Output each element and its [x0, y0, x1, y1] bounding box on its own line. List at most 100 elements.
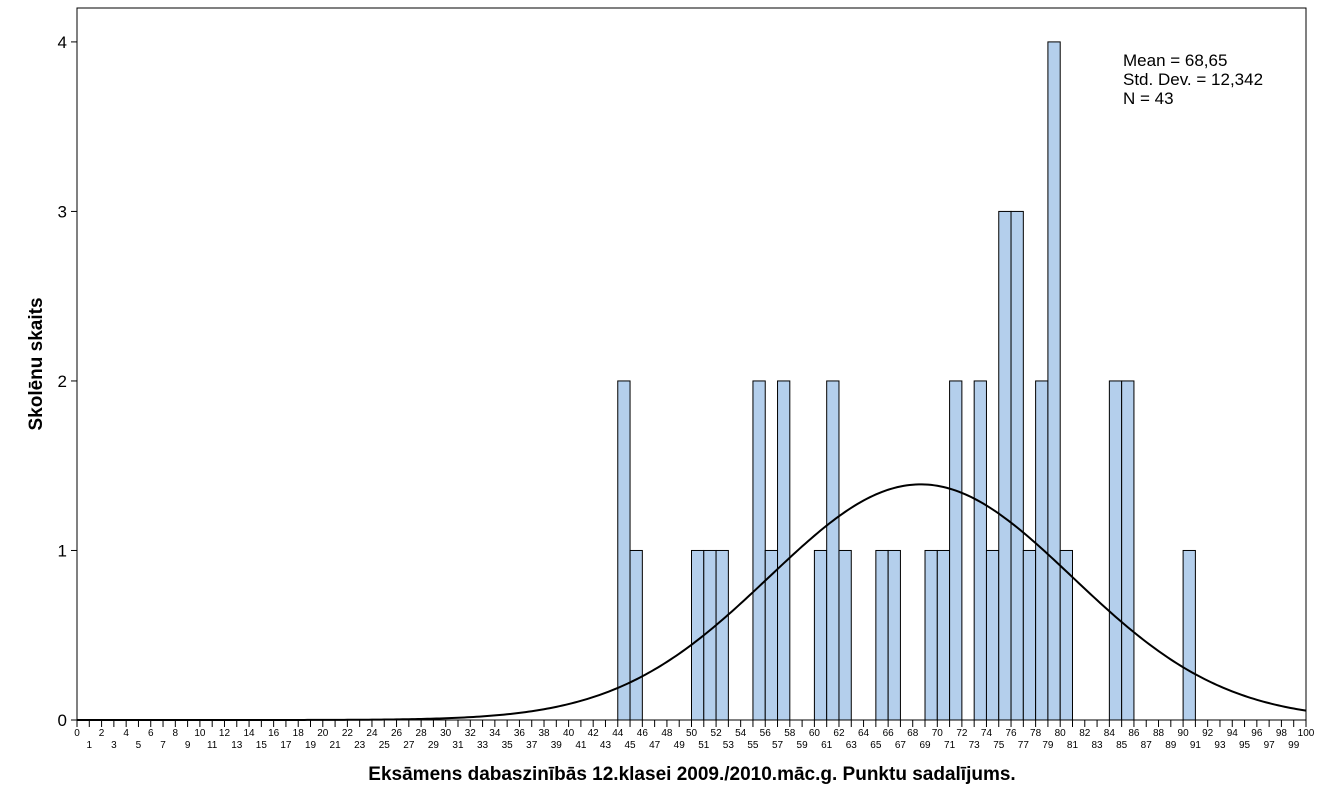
- x-tick-label: 53: [723, 740, 735, 751]
- x-tick-label: 7: [160, 740, 166, 751]
- x-tick-label: 31: [452, 740, 464, 751]
- x-tick-label: 85: [1116, 740, 1128, 751]
- histogram-bar: [875, 549, 889, 721]
- x-tick-label: 2: [99, 728, 105, 739]
- x-tick-label: 81: [1067, 740, 1079, 751]
- x-tick-label: 22: [342, 728, 354, 739]
- x-tick-label: 25: [379, 740, 391, 751]
- x-tick-label: 9: [185, 740, 191, 751]
- x-tick-label: 37: [526, 740, 538, 751]
- histogram-bar: [1108, 380, 1123, 721]
- x-tick-label: 45: [624, 740, 636, 751]
- x-tick-label: 87: [1141, 740, 1153, 751]
- x-tick-label: 40: [563, 728, 575, 739]
- histogram-bar: [1047, 41, 1061, 721]
- histogram-bar: [1022, 549, 1037, 721]
- x-tick-label: 11: [207, 740, 218, 751]
- x-tick-label: 62: [833, 728, 845, 739]
- histogram-bar: [1035, 380, 1049, 721]
- x-tick-label: 61: [821, 740, 833, 751]
- x-tick-label: 1: [87, 740, 93, 751]
- x-tick-label: 76: [1005, 728, 1017, 739]
- x-tick-label: 13: [231, 740, 243, 751]
- x-tick-label: 93: [1214, 740, 1226, 751]
- x-tick-label: 95: [1239, 740, 1251, 751]
- histogram-bar: [703, 549, 717, 721]
- histogram-bar: [813, 549, 828, 721]
- x-tick-label: 50: [686, 728, 698, 739]
- x-axis-title: Eksāmens dabaszinībās 12.klasei 2009./20…: [368, 764, 1015, 785]
- x-tick-label: 68: [907, 728, 919, 739]
- normal-curve: [77, 483, 1307, 721]
- x-tick-label: 15: [256, 740, 268, 751]
- y-tick-label: 2: [58, 372, 67, 391]
- x-tick-label: 69: [919, 740, 931, 751]
- x-tick-label: 88: [1153, 728, 1165, 739]
- x-tick-label: 67: [895, 740, 907, 751]
- x-tick-label: 51: [698, 740, 710, 751]
- stat-n: N = 43: [1123, 89, 1174, 108]
- x-tick-label: 77: [1018, 740, 1030, 751]
- x-tick-label: 44: [612, 728, 624, 739]
- x-tick-label: 60: [809, 728, 821, 739]
- x-tick-label: 48: [661, 728, 673, 739]
- y-axis: 0 1 2 3 4: [58, 33, 77, 730]
- histogram-bar: [949, 380, 963, 721]
- x-tick-label: 75: [993, 740, 1005, 751]
- x-tick-label: 24: [366, 728, 378, 739]
- histogram-bar: [629, 549, 643, 721]
- x-tick-label: 56: [760, 728, 772, 739]
- x-tick-label: 94: [1227, 728, 1239, 739]
- x-tick-label: 33: [477, 740, 489, 751]
- x-tick-label: 46: [637, 728, 649, 739]
- x-tick-label: 71: [944, 740, 956, 751]
- x-tick-label: 18: [293, 728, 305, 739]
- x-tick-label: 26: [391, 728, 403, 739]
- y-tick-label: 1: [58, 541, 67, 560]
- x-tick-label: 23: [354, 740, 366, 751]
- x-tick-label: 78: [1030, 728, 1042, 739]
- x-tick-label: 65: [870, 740, 882, 751]
- histogram-bar: [838, 549, 852, 721]
- stat-sd: Std. Dev. = 12,342: [1123, 70, 1263, 89]
- x-tick-label: 8: [173, 728, 179, 739]
- histogram-bar: [777, 380, 791, 721]
- x-tick-label: 6: [148, 728, 154, 739]
- x-tick-label: 52: [711, 728, 723, 739]
- x-tick-label: 32: [465, 728, 477, 739]
- x-tick-label: 66: [883, 728, 895, 739]
- x-tick-label: 20: [317, 728, 329, 739]
- y-tick-label: 3: [58, 202, 67, 221]
- x-tick-label: 97: [1264, 740, 1276, 751]
- x-tick-label: 64: [858, 728, 870, 739]
- x-tick-label: 73: [969, 740, 981, 751]
- x-tick-label: 12: [219, 728, 231, 739]
- histogram-bar: [691, 549, 705, 721]
- x-tick-label: 70: [932, 728, 944, 739]
- x-tick-label: 0: [74, 728, 80, 739]
- histogram-bar: [985, 549, 1000, 721]
- x-tick-label: 35: [502, 740, 514, 751]
- x-tick-label: 42: [588, 728, 600, 739]
- x-tick-label: 27: [403, 740, 415, 751]
- x-tick-label: 38: [538, 728, 550, 739]
- x-tick-label: 57: [772, 740, 784, 751]
- x-tick-label: 34: [489, 728, 501, 739]
- x-tick-label: 86: [1128, 728, 1140, 739]
- histogram-bar: [973, 380, 987, 721]
- x-axis: 0123456789101112131415161718192021222324…: [74, 720, 1315, 751]
- x-tick-label: 30: [440, 728, 452, 739]
- x-tick-label: 3: [111, 740, 117, 751]
- x-tick-label: 91: [1190, 740, 1202, 751]
- x-tick-label: 19: [305, 740, 317, 751]
- x-tick-label: 14: [243, 728, 255, 739]
- x-tick-label: 47: [649, 740, 661, 751]
- x-tick-label: 36: [514, 728, 526, 739]
- y-tick-label: 0: [58, 711, 67, 730]
- histogram-bar: [887, 549, 901, 721]
- x-tick-label: 21: [330, 740, 342, 751]
- x-tick-label: 17: [280, 740, 292, 751]
- x-tick-label: 54: [735, 728, 747, 739]
- x-tick-label: 74: [981, 728, 993, 739]
- x-tick-label: 43: [600, 740, 612, 751]
